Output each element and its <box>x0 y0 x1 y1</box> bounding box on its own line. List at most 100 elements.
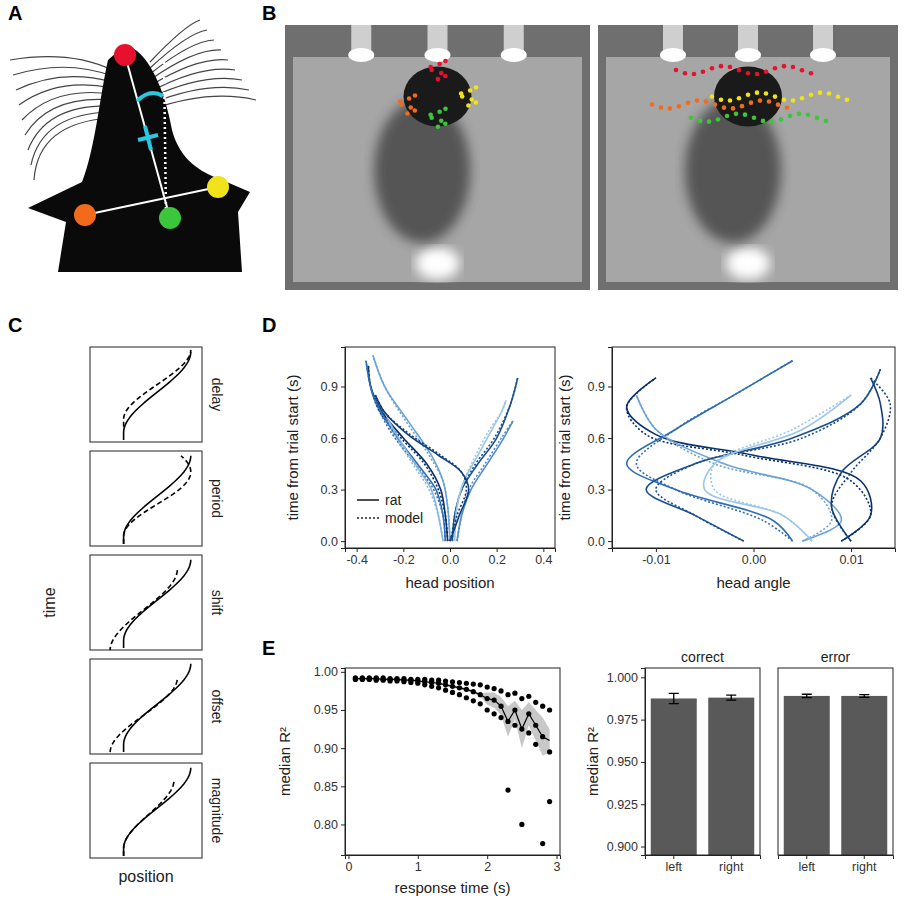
bar-chart: leftrightcorrect0.9000.9250.9500.9751.00… <box>584 649 894 874</box>
series-line <box>375 395 466 541</box>
keypoint-trace <box>677 104 682 109</box>
data-point <box>547 799 552 804</box>
keypoint-trace <box>731 106 736 111</box>
tick-label: 0.3 <box>588 483 605 497</box>
tick-mark <box>348 855 349 859</box>
marks <box>353 675 552 846</box>
error-bar <box>726 695 736 700</box>
keypoint-trace <box>782 97 787 102</box>
data-point <box>464 695 469 700</box>
tick: 0.9 <box>588 380 612 394</box>
keypoint-trace <box>704 99 709 104</box>
data-point <box>464 681 469 686</box>
keypoint-trace <box>788 114 793 119</box>
plot-frame <box>90 555 202 650</box>
tick-label: right <box>719 860 744 874</box>
light-fixture <box>504 25 524 51</box>
data-point <box>540 704 545 709</box>
tick-label: 0.0 <box>321 535 338 549</box>
series-line <box>373 356 450 542</box>
tick-label: -0.01 <box>642 553 671 567</box>
keypoint-trace <box>436 77 441 82</box>
schematic-curve <box>124 352 191 440</box>
keypoint-trace <box>668 106 673 111</box>
tick-mark <box>341 672 345 673</box>
schematic-panel: delayperiodshiftoffsetmagnitudetimeposit… <box>41 347 225 885</box>
facet-title: error <box>821 649 851 665</box>
tick: 0.6 <box>588 432 612 446</box>
light <box>501 48 527 62</box>
keypoint-trace <box>773 94 778 99</box>
axis-line <box>608 348 613 549</box>
data-point <box>533 700 538 705</box>
summary-band <box>355 677 549 756</box>
schematic-label: period <box>209 479 225 518</box>
keypoint-trace <box>695 98 700 103</box>
keypoint-trace <box>407 96 412 101</box>
plot-frame <box>90 347 202 442</box>
data-point <box>519 696 524 701</box>
keypoint-trace <box>413 93 418 98</box>
tick-mark <box>341 490 345 491</box>
panel-letter: D <box>262 314 276 336</box>
light-fixture <box>738 25 758 51</box>
series-line <box>656 369 880 541</box>
tick-mark <box>341 786 345 787</box>
tick-label: 0.4 <box>535 553 552 567</box>
data-point <box>505 788 510 793</box>
tick-label: 0.90 <box>314 742 338 756</box>
series-line <box>452 378 517 541</box>
tick-mark <box>487 855 488 859</box>
tick: 1.00 <box>314 665 345 679</box>
series-line <box>646 369 880 541</box>
schematic-curve-dashed <box>124 456 191 544</box>
series-line <box>636 395 831 541</box>
keypoint-trace <box>758 98 763 103</box>
keypoint-trace <box>764 69 769 74</box>
tick-label: -0.2 <box>393 553 415 567</box>
tick: 0.950 <box>607 755 645 769</box>
keypoint <box>74 204 96 226</box>
data-point <box>367 677 372 682</box>
tick-label: 0.00 <box>742 553 766 567</box>
axis-title: time <box>41 587 58 617</box>
whisker <box>150 69 235 92</box>
keypoint-trace <box>719 64 724 69</box>
keypoint <box>114 44 136 66</box>
tick: 0.2 <box>488 548 505 567</box>
data-point <box>485 707 490 712</box>
tick-label: 0.2 <box>488 553 505 567</box>
data-point <box>360 677 365 682</box>
keypoint-trace <box>764 91 769 96</box>
keypoint-trace <box>782 64 787 69</box>
data-point <box>505 692 510 697</box>
data-point <box>492 711 497 716</box>
angle-arc <box>137 93 163 101</box>
keypoint-trace <box>824 119 829 124</box>
data-point <box>485 684 490 689</box>
tick-label: 0.95 <box>314 703 338 717</box>
error-bar <box>802 694 812 697</box>
rat-head <box>28 45 250 272</box>
tick: 0.0 <box>588 535 612 549</box>
data-point <box>471 681 476 686</box>
data-point <box>512 691 517 696</box>
tick: 1 <box>415 855 422 874</box>
tick: right <box>852 855 877 874</box>
tick-label: 1 <box>415 860 422 874</box>
tick-mark <box>403 548 404 552</box>
line-chart: -0.010.000.010.00.30.60.9head angletime … <box>556 347 896 591</box>
tick: 0.4 <box>535 548 552 567</box>
light-fixture <box>428 25 448 51</box>
data-point <box>471 698 476 703</box>
keypoint-trace <box>827 91 832 96</box>
schematic-curve-dashed <box>110 678 177 752</box>
keypoint-trace <box>791 65 796 70</box>
keypoint-trace <box>740 104 745 109</box>
schematic-curve-dashed <box>124 350 191 427</box>
light-fixture <box>663 25 683 51</box>
tick-mark <box>357 548 358 552</box>
keypoint-trace <box>436 124 441 129</box>
tick-label: 0.9 <box>321 380 338 394</box>
keypoint <box>207 176 229 198</box>
